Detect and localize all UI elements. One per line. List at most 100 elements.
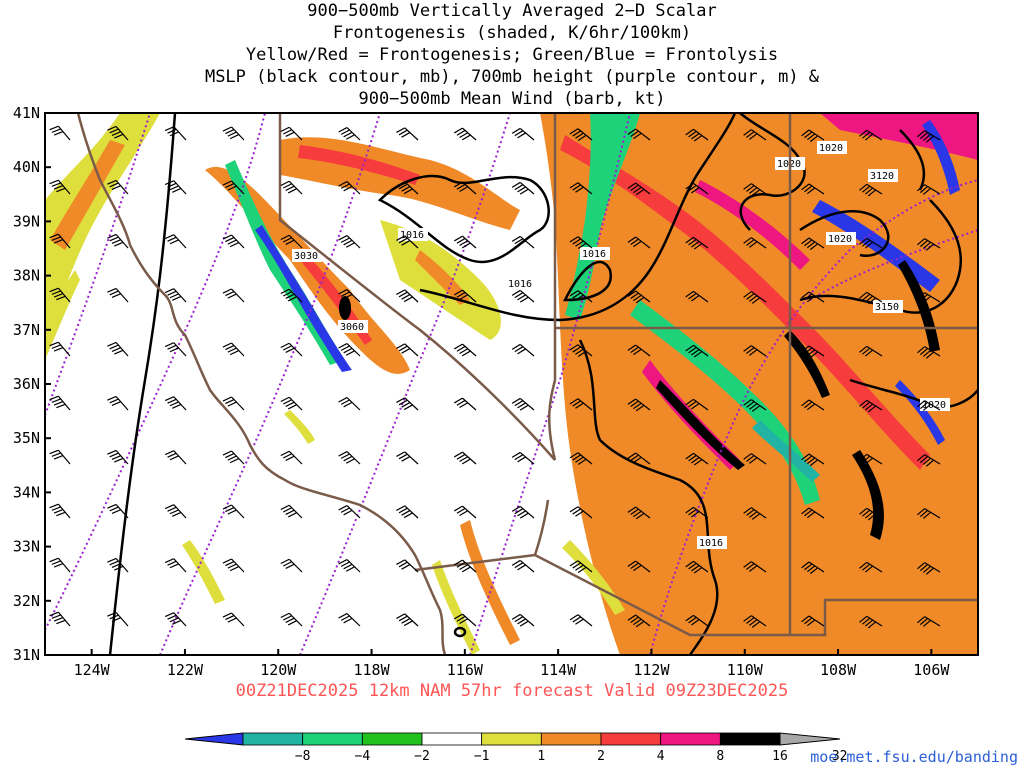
wind-barb bbox=[801, 129, 825, 143]
wind-barb bbox=[396, 559, 419, 573]
wind-barb bbox=[222, 126, 245, 141]
colorbar-swatch bbox=[660, 732, 721, 746]
wind-barb bbox=[801, 237, 825, 251]
mslp-label: 1020 bbox=[922, 400, 946, 411]
wind-barb bbox=[569, 560, 593, 573]
title-line-1: 900−500mb Vertically Averaged 2−D Scalar bbox=[307, 1, 717, 21]
mslp-label: 1020 bbox=[819, 143, 843, 154]
lon-tick-label: 108W bbox=[820, 661, 857, 679]
wind-barb bbox=[511, 127, 535, 141]
wind-barb bbox=[743, 237, 767, 249]
wind-barb bbox=[164, 126, 187, 141]
colorbar-label: 1 bbox=[537, 749, 545, 764]
wind-barb bbox=[396, 343, 419, 357]
lon-tick-label: 116W bbox=[447, 661, 484, 679]
colorbar-swatch bbox=[481, 732, 542, 746]
colorbar-swatch bbox=[302, 732, 363, 746]
lon-tick-label: 112W bbox=[633, 661, 670, 679]
wind-barb bbox=[569, 452, 593, 465]
colorbar-label: −2 bbox=[414, 749, 430, 764]
wind-barb bbox=[916, 400, 941, 411]
wind-barb bbox=[107, 557, 129, 573]
wind-barb bbox=[280, 396, 303, 411]
mslp-label: 1016 bbox=[699, 538, 723, 549]
wind-barb bbox=[222, 234, 245, 249]
lat-tick-label: 40N bbox=[13, 158, 40, 176]
wind-barb bbox=[222, 504, 245, 519]
wind-barb bbox=[801, 561, 825, 575]
wind-barb bbox=[685, 182, 709, 195]
wind-barb bbox=[743, 615, 767, 628]
mslp-label: 1016 bbox=[508, 279, 532, 290]
wind-barb bbox=[916, 508, 941, 519]
wind-barb bbox=[859, 129, 883, 141]
wind-barb bbox=[685, 452, 709, 466]
wind-barb bbox=[222, 450, 245, 465]
wind-barb bbox=[107, 395, 129, 411]
colorbar-swatch bbox=[421, 732, 483, 746]
wind-barb bbox=[685, 614, 709, 627]
wind-barb bbox=[511, 559, 535, 573]
wind-barb bbox=[569, 182, 593, 195]
lon-tick-label: 118W bbox=[353, 661, 390, 679]
wind-barb bbox=[280, 504, 303, 519]
wind-barb bbox=[164, 558, 187, 573]
wind-barb bbox=[107, 287, 129, 303]
wind-barb bbox=[801, 453, 825, 467]
lat-tick-label: 34N bbox=[13, 483, 40, 501]
wind-barb bbox=[222, 558, 245, 573]
wind-barb bbox=[338, 289, 361, 303]
wind-barb bbox=[164, 234, 187, 249]
lat-tick-label: 36N bbox=[13, 375, 40, 393]
wind-barb bbox=[743, 507, 767, 520]
wind-barb bbox=[396, 397, 419, 411]
wind-barb bbox=[396, 505, 419, 519]
lon-tick-label: 124W bbox=[74, 661, 111, 679]
wind-barb bbox=[569, 614, 593, 627]
wind-barb bbox=[627, 290, 651, 304]
wind-barb bbox=[627, 398, 651, 412]
wind-barb bbox=[743, 453, 767, 465]
wind-barb bbox=[685, 290, 709, 303]
wind-barb bbox=[743, 345, 767, 357]
lat-tick-label: 31N bbox=[13, 646, 40, 664]
wind-barb bbox=[627, 614, 651, 628]
wind-barb bbox=[222, 396, 245, 411]
wind-barb bbox=[627, 236, 651, 249]
wind-barb bbox=[107, 179, 129, 195]
height-label: 3030 bbox=[294, 251, 318, 262]
wind-barb bbox=[164, 342, 187, 357]
wind-barb bbox=[164, 612, 187, 627]
wind-barb bbox=[916, 292, 941, 303]
wind-barb bbox=[859, 399, 883, 413]
wind-barb bbox=[396, 235, 419, 249]
wind-barb bbox=[280, 180, 303, 195]
lon-tick-label: 122W bbox=[167, 661, 204, 679]
wind-barb bbox=[107, 611, 129, 627]
mslp-label: 1020 bbox=[828, 234, 852, 245]
lat-tick-label: 39N bbox=[13, 212, 40, 230]
colorbar-label: 2 bbox=[597, 749, 605, 764]
wind-barb bbox=[338, 235, 361, 249]
wind-barb bbox=[859, 291, 883, 305]
wind-barb bbox=[338, 451, 361, 465]
wind-barb bbox=[453, 235, 477, 249]
wind-barb bbox=[916, 184, 941, 195]
wind-barb bbox=[49, 125, 71, 141]
wind-barb bbox=[107, 449, 129, 465]
wind-barb bbox=[743, 183, 767, 196]
wind-barb bbox=[859, 345, 883, 357]
lon-tick-label: 106W bbox=[913, 661, 950, 679]
wind-barb bbox=[164, 288, 187, 303]
mslp-label: 1016 bbox=[582, 249, 606, 260]
wind-barb bbox=[801, 615, 825, 627]
state-borders bbox=[76, 113, 978, 655]
height-label: 3150 bbox=[875, 302, 899, 313]
wind-barb bbox=[453, 127, 477, 141]
wind-barb bbox=[743, 399, 767, 412]
source-credit[interactable]: moe.met.fsu.edu/banding bbox=[810, 748, 1018, 766]
wind-barb bbox=[453, 505, 477, 519]
colorbar-swatch bbox=[600, 732, 662, 746]
wind-barb bbox=[164, 450, 187, 465]
